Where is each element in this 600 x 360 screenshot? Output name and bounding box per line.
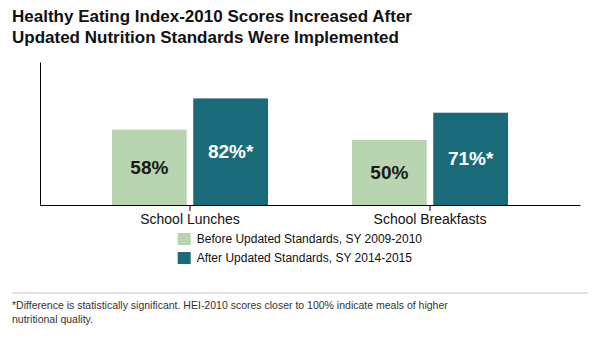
- legend-swatch: [178, 252, 191, 264]
- x-axis: School Lunches School Breakfasts: [41, 205, 581, 227]
- legend-swatch: [178, 233, 191, 245]
- x-tick: School Breakfasts: [374, 205, 487, 227]
- data-labels: 58% 50% 82%* 71%*: [130, 141, 494, 183]
- legend: Before Updated Standards, SY 2009-2010 Af…: [178, 232, 423, 265]
- x-tick: School Lunches: [140, 205, 240, 227]
- legend-item: After Updated Standards, SY 2014-2015: [178, 251, 413, 265]
- footnote-rule: [12, 293, 588, 294]
- y-axis-line: [40, 63, 41, 206]
- bar: [433, 113, 508, 205]
- data-label: 58%: [130, 157, 168, 178]
- legend-label: Before Updated Standards, SY 2009-2010: [197, 232, 423, 246]
- bar: [193, 98, 268, 205]
- bar: [352, 140, 427, 205]
- title: Healthy Eating Index-2010 Scores Increas…: [12, 7, 412, 47]
- title-line: Updated Nutrition Standards Were Impleme…: [12, 28, 399, 47]
- data-label: 50%: [370, 162, 408, 183]
- bars: [112, 98, 508, 205]
- footnote-line: nutritional quality.: [12, 313, 93, 325]
- legend-item: Before Updated Standards, SY 2009-2010: [178, 232, 423, 246]
- plot: 58% 50% 82%* 71%* School Lunches School Break…: [41, 63, 581, 227]
- footnote-line: *Difference is statistically significant…: [12, 299, 448, 311]
- bar: [112, 130, 187, 205]
- data-label: 71%*: [448, 148, 494, 169]
- x-axis-line: [41, 205, 581, 206]
- x-tick-label: School Breakfasts: [374, 211, 487, 227]
- legend-label: After Updated Standards, SY 2014-2015: [197, 251, 413, 265]
- chart: Healthy Eating Index-2010 Scores Increas…: [0, 0, 600, 360]
- data-label: 82%*: [208, 141, 254, 162]
- footnote: *Difference is statistically significant…: [12, 299, 448, 325]
- x-tick-label: School Lunches: [140, 211, 240, 227]
- y-axis: [40, 63, 41, 206]
- title-line: Healthy Eating Index-2010 Scores Increas…: [12, 7, 412, 26]
